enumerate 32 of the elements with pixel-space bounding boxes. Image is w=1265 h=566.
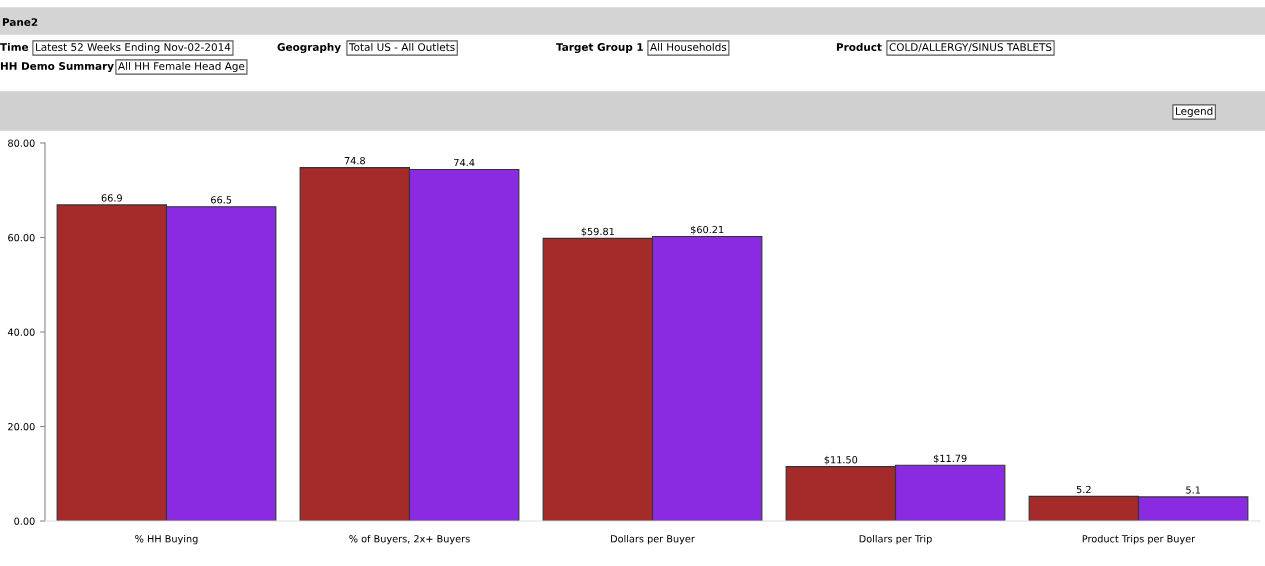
data-label: 74.4 bbox=[454, 158, 475, 167]
data-label: $11.50 bbox=[824, 455, 858, 465]
y-tick-label: 60.00 bbox=[8, 233, 35, 242]
text: Product bbox=[836, 42, 882, 52]
text: COLD/ALLERGY/SINUS TABLETS bbox=[889, 43, 1052, 52]
x-tick-label: Dollars per Trip bbox=[859, 534, 932, 545]
y-tick-label: 20.00 bbox=[8, 422, 35, 431]
text: Time bbox=[0, 42, 29, 52]
data-label: 5.2 bbox=[1076, 485, 1091, 494]
text: Latest 52 Weeks Ending Nov-02-2014 bbox=[36, 42, 231, 54]
text: All HH Female Head Age bbox=[118, 61, 245, 73]
x-tick-label: Dollars per Buyer bbox=[611, 534, 695, 545]
x-tick-label: % of Buyers, 2x+ Buyers bbox=[349, 534, 470, 545]
data-label: $60.21 bbox=[690, 225, 724, 235]
data-label: 66.5 bbox=[211, 196, 232, 204]
text: All Households bbox=[650, 42, 727, 52]
data-label: 5.1 bbox=[1186, 486, 1201, 494]
y-tick-label: 80.00 bbox=[8, 139, 35, 147]
text: Pane2 bbox=[2, 18, 38, 27]
text: Legend bbox=[1176, 106, 1213, 118]
text: Target Group 1 bbox=[556, 43, 643, 54]
x-tick-label: Product Trips per Buyer bbox=[1082, 534, 1196, 545]
y-tick-label: 0.00 bbox=[14, 517, 35, 525]
text: Geography bbox=[277, 42, 341, 54]
x-tick-label: % HH Buying bbox=[135, 534, 198, 545]
data-label: $59.81 bbox=[581, 227, 614, 237]
text: HH Demo Summary bbox=[0, 62, 114, 73]
data-label: $11.79 bbox=[933, 454, 967, 464]
y-tick-label: 40.00 bbox=[7, 328, 35, 336]
data-label: 74.8 bbox=[344, 156, 365, 165]
data-label: 66.9 bbox=[101, 194, 122, 202]
text: Total US - All Outlets bbox=[348, 42, 455, 52]
